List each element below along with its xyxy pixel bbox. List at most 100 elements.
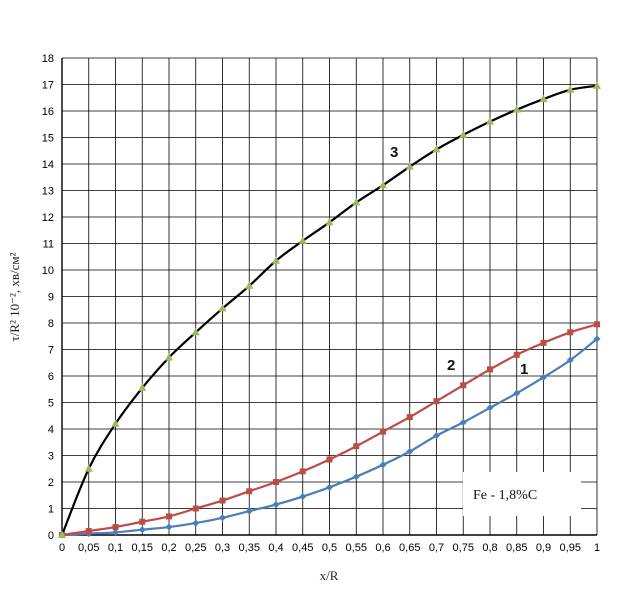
series-3-point bbox=[512, 105, 521, 113]
axes bbox=[61, 58, 597, 536]
series-3-point bbox=[325, 217, 334, 226]
y-tick-label: 13 bbox=[42, 186, 54, 198]
y-tick-label: 18 bbox=[42, 53, 54, 65]
series-2-point bbox=[487, 366, 493, 373]
x-tick-label: 0,95 bbox=[560, 542, 581, 554]
curve-label-3: 3 bbox=[390, 144, 398, 161]
series-3-point bbox=[298, 236, 307, 244]
y-tick-label: 9 bbox=[48, 292, 54, 304]
series-1-point bbox=[459, 418, 467, 426]
x-tick-label: 0,05 bbox=[78, 542, 99, 554]
series-3-point bbox=[459, 130, 468, 138]
series-2-point bbox=[299, 468, 306, 475]
series-2-point bbox=[112, 524, 119, 531]
grid-lines bbox=[61, 57, 598, 536]
x-tick-label: 1 bbox=[594, 542, 600, 554]
series-1-point bbox=[486, 404, 494, 412]
curve-label-1: 1 bbox=[520, 361, 528, 378]
series-1-point bbox=[112, 528, 119, 536]
series-3-point bbox=[593, 81, 601, 89]
series-1-point bbox=[272, 501, 280, 509]
x-tick-label: 0,25 bbox=[185, 542, 206, 554]
series-markers bbox=[58, 81, 601, 539]
series-3-point bbox=[165, 352, 173, 361]
series-1-point bbox=[540, 373, 547, 381]
series-1-point bbox=[379, 461, 387, 469]
series-2-point bbox=[567, 329, 574, 336]
x-tick-label: 0,75 bbox=[453, 542, 474, 554]
series-1-point bbox=[192, 519, 200, 527]
x-tick-label: 0,4 bbox=[268, 542, 283, 554]
y-tick-label: 7 bbox=[48, 345, 54, 357]
x-tick-label: 0,1 bbox=[108, 542, 123, 554]
y-tick-label: 3 bbox=[48, 451, 54, 463]
series-3-point bbox=[379, 180, 387, 189]
series-3-point bbox=[352, 197, 361, 206]
y-tick-label: 14 bbox=[42, 159, 54, 171]
series-2-point bbox=[246, 488, 253, 495]
series-2-point bbox=[540, 339, 547, 346]
series-2-point bbox=[433, 398, 440, 405]
series-1-point bbox=[513, 389, 521, 397]
x-tick-label: 0,65 bbox=[399, 542, 420, 554]
series-2-point bbox=[353, 443, 360, 450]
y-tick-label: 12 bbox=[42, 212, 54, 224]
series-3-point bbox=[218, 303, 227, 312]
series-3-point bbox=[405, 162, 414, 170]
series-2-point bbox=[219, 497, 226, 504]
series-3-point bbox=[58, 530, 66, 538]
series-1-point bbox=[406, 448, 414, 456]
y-tick-label: 11 bbox=[43, 239, 54, 251]
series-1-point bbox=[219, 514, 226, 522]
y-axis-title: τ/R² 10⁻², хв/см² bbox=[7, 252, 22, 341]
series-2-point bbox=[192, 505, 199, 512]
y-tick-label: 17 bbox=[42, 80, 54, 92]
series-3-point bbox=[272, 256, 280, 264]
series-1-point bbox=[326, 483, 333, 491]
y-tick-label: 4 bbox=[48, 424, 54, 436]
x-tick-label: 0,6 bbox=[375, 542, 390, 554]
x-tick-label: 0,8 bbox=[482, 542, 497, 554]
series-1-point bbox=[566, 356, 574, 364]
y-tick-label: 0 bbox=[48, 530, 54, 542]
series-3-point bbox=[486, 117, 494, 125]
series-1-point bbox=[593, 335, 601, 343]
x-tick-labels: 0 0,05 0,1 0,15 0,2 0,25 0,3 0,35 0,4 0,45 0,5 0,55… bbox=[59, 542, 600, 554]
series-1-point bbox=[433, 432, 440, 440]
y-tick-label: 6 bbox=[48, 371, 54, 383]
series-2-point bbox=[273, 479, 279, 485]
x-tick-label: 0,5 bbox=[322, 542, 337, 554]
annotation-label: Fe - 1,8%C bbox=[473, 488, 537, 503]
y-tick-label: 5 bbox=[48, 398, 54, 410]
series-2-point bbox=[380, 428, 386, 435]
x-axis-title: x/R bbox=[320, 568, 339, 583]
series-2-point bbox=[460, 382, 467, 389]
y-tick-label: 16 bbox=[42, 106, 54, 118]
y-tick-label: 8 bbox=[48, 318, 54, 330]
series-2-point bbox=[85, 528, 92, 535]
series-1-point bbox=[165, 523, 173, 531]
series-2-point bbox=[594, 321, 600, 328]
series-3-point bbox=[84, 464, 93, 472]
series-1-point bbox=[245, 507, 253, 515]
x-tick-label: 0,55 bbox=[346, 542, 367, 554]
series-1-point bbox=[138, 526, 146, 534]
series-3-point bbox=[245, 281, 254, 289]
x-tick-label: 0,3 bbox=[215, 542, 230, 554]
series-3-point bbox=[432, 144, 441, 153]
series-2-point bbox=[406, 414, 413, 421]
series-1-point bbox=[299, 493, 307, 501]
series-3-point bbox=[111, 419, 120, 427]
y-tick-label: 15 bbox=[42, 133, 54, 145]
x-tick-label: 0,85 bbox=[506, 542, 527, 554]
curve-label-2: 2 bbox=[447, 357, 455, 374]
series-3-point bbox=[138, 383, 147, 391]
x-tick-label: 0,35 bbox=[239, 542, 260, 554]
x-tick-label: 0,45 bbox=[292, 542, 313, 554]
series-1-point bbox=[352, 473, 360, 481]
series-3-point bbox=[191, 327, 200, 336]
y-tick-label: 1 bbox=[48, 504, 54, 516]
x-tick-label: 0,15 bbox=[132, 542, 153, 554]
